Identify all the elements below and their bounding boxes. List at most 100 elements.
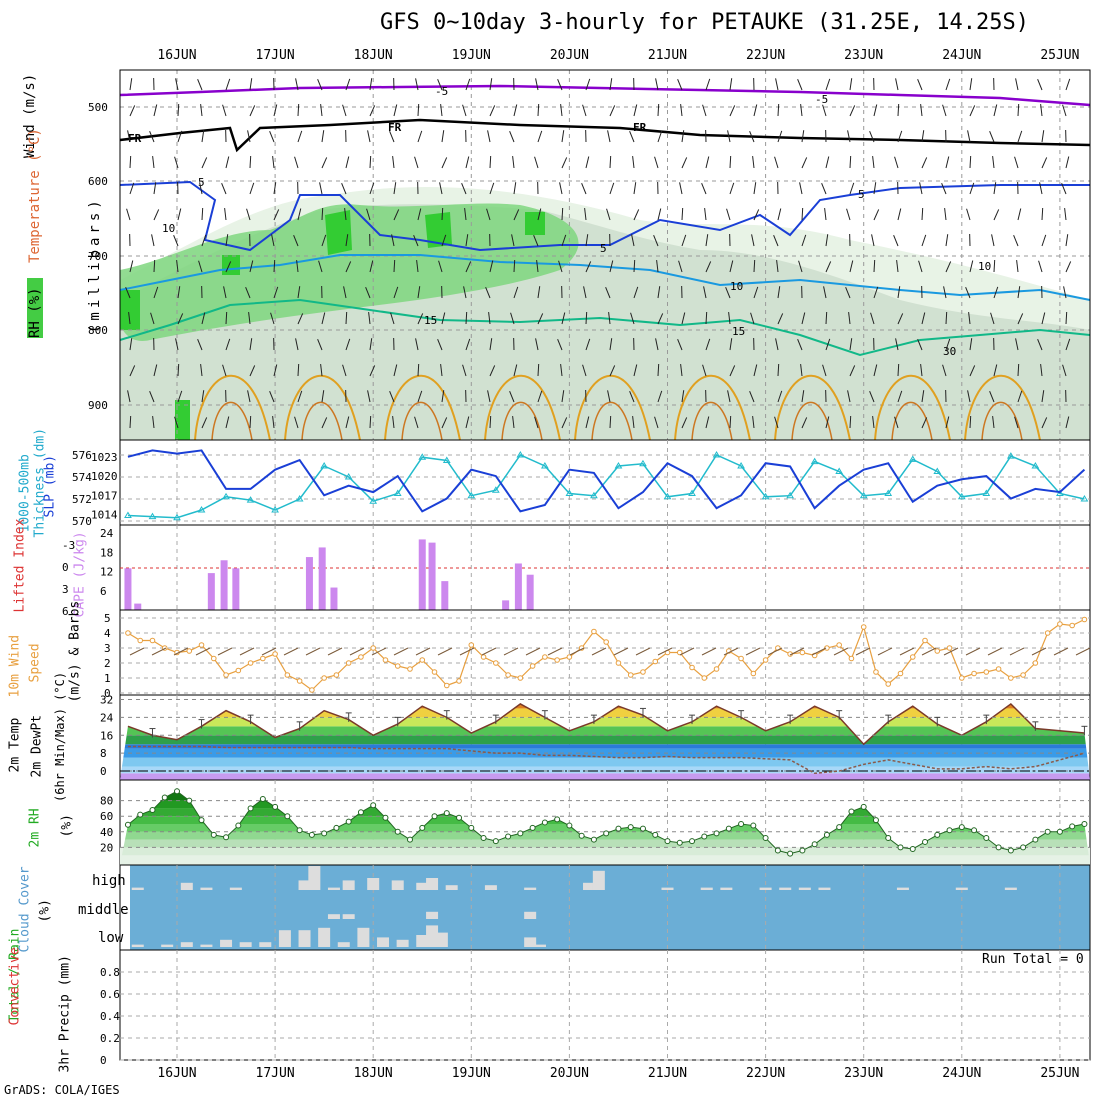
wind-barb	[609, 156, 612, 169]
rh-point	[247, 805, 254, 812]
wind-barb	[1014, 416, 1019, 429]
precip-tick: 0	[100, 1054, 107, 1067]
wind-barb	[705, 416, 710, 429]
rh-point	[1032, 836, 1039, 843]
wind-barb	[560, 104, 563, 117]
wind-barb	[849, 78, 853, 91]
wind-barb	[969, 416, 972, 429]
contour-label-p15-2: 15	[732, 325, 745, 338]
cloud-bar-high	[200, 887, 213, 890]
wind-barb	[344, 208, 347, 221]
temp-band	[120, 703, 1090, 709]
wind-barb	[729, 338, 733, 351]
rh-tick: 60	[100, 810, 113, 823]
wind-barb	[414, 416, 419, 429]
wind-barb	[295, 78, 299, 91]
temp-line	[127, 702, 1085, 746]
wind-barb	[969, 338, 973, 351]
wind10m-point	[198, 642, 205, 648]
wind-barb	[655, 338, 659, 351]
thickness-point	[442, 456, 451, 463]
wind-barb	[537, 104, 540, 117]
wind-barb	[173, 235, 179, 247]
wind-barb	[630, 312, 635, 325]
wind10m-point	[750, 670, 757, 677]
cape-bar	[502, 600, 510, 610]
wind-barb	[847, 130, 851, 143]
contour-warm	[284, 374, 361, 441]
wind-barb	[945, 338, 951, 351]
wind-barb	[921, 208, 924, 221]
wind-barb	[993, 260, 996, 273]
wind-barb	[513, 286, 519, 299]
contour-label-p15: 15	[424, 314, 437, 327]
wind-barb	[271, 234, 275, 247]
precip-tick: 0.2	[100, 1032, 120, 1045]
wind-barb	[533, 235, 539, 247]
wind-barb	[129, 416, 132, 429]
cape-tick: 12	[100, 566, 113, 579]
wind-barb	[417, 104, 420, 117]
wind10m-tick: 3	[104, 642, 111, 655]
date-label-top: 21JUN	[647, 48, 688, 63]
wind-barb	[583, 286, 587, 299]
rh-band	[120, 816, 1090, 824]
wind10m-barb	[1075, 647, 1091, 656]
wind10m-barb	[173, 647, 189, 656]
wind-barb	[1040, 104, 1043, 117]
wind-barb	[560, 364, 563, 377]
wind-barb	[921, 157, 928, 169]
wind-barb	[801, 312, 806, 325]
rh-point	[321, 830, 328, 837]
wind-barb	[750, 312, 755, 325]
wind10m-point	[627, 672, 634, 678]
wind-barb	[945, 156, 950, 169]
wind10m-barb	[1031, 647, 1047, 656]
wind-barb	[129, 338, 133, 351]
wind-barb	[487, 390, 491, 403]
wind-barb	[633, 260, 636, 273]
wind10m-point	[370, 645, 377, 651]
wind-barb	[321, 130, 325, 143]
wind-barb	[993, 182, 997, 195]
cloud-bar-high	[367, 878, 380, 890]
wind-barb	[369, 78, 373, 91]
wind10m-barb	[217, 647, 233, 656]
wind10m-point	[848, 655, 855, 662]
wind-barb	[557, 339, 563, 351]
wind-barb	[201, 417, 208, 429]
wind10m-point	[799, 649, 806, 656]
wind-barb	[293, 235, 299, 247]
wind10m-barb	[591, 647, 607, 656]
cloud-bar-high	[661, 887, 674, 890]
wind-barb	[561, 130, 565, 143]
wind-barb	[1017, 104, 1020, 117]
rh-point	[787, 850, 794, 857]
rh-point	[1020, 844, 1027, 851]
rh-point	[958, 824, 965, 831]
wind-barb	[129, 365, 136, 377]
wind-barb	[920, 364, 923, 377]
thickness-point	[982, 489, 991, 496]
wind-barb	[1016, 260, 1019, 273]
contour-label-m5-2: -5	[815, 93, 828, 106]
wind10m-point	[676, 649, 683, 656]
cloud-bar-high	[445, 885, 458, 890]
wind-barb	[753, 182, 757, 195]
wind10m-point	[554, 657, 560, 663]
rh-point	[174, 788, 180, 795]
wind-barb	[222, 364, 227, 377]
wind-barb	[249, 365, 256, 377]
thickness-point	[810, 457, 819, 465]
wind-barb	[897, 313, 904, 325]
temp-tick: 8	[100, 747, 107, 760]
thickness-point	[614, 462, 623, 469]
thickness-point	[859, 491, 868, 499]
wind-barb	[797, 339, 803, 351]
wind-barb	[416, 260, 419, 273]
wind10m-barb	[701, 647, 717, 656]
wind-barb	[177, 313, 184, 325]
wind-barb	[153, 209, 160, 221]
wind-barb	[749, 131, 755, 143]
temp-band	[120, 744, 1090, 749]
